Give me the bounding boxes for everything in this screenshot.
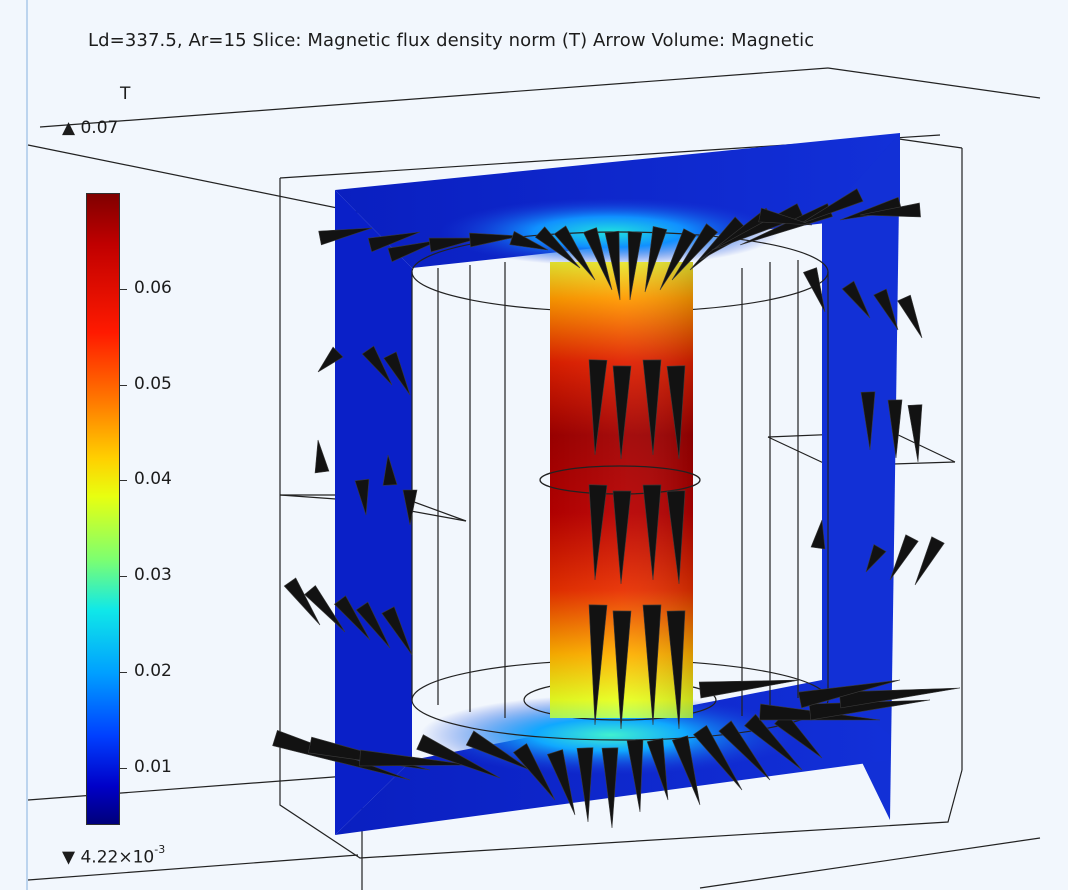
flux-arrow — [314, 439, 330, 474]
flux-arrow — [359, 749, 471, 767]
flux-arrow — [646, 737, 669, 801]
colorbar-min-exponent: -3 — [154, 843, 166, 856]
flux-arrow — [367, 231, 421, 253]
flux-arrow — [744, 713, 803, 771]
flux-arrow — [546, 749, 576, 816]
colorbar-tick — [119, 288, 127, 290]
colorbar-tick-label: 0.06 — [134, 277, 172, 298]
flux-arrow — [601, 747, 619, 829]
flux-arrow — [642, 604, 662, 726]
flux-arrow — [693, 724, 743, 791]
colorbar-tick — [119, 576, 127, 578]
flux-arrow — [666, 365, 686, 460]
flux-arrow — [626, 739, 644, 813]
flux-arrow — [588, 484, 608, 581]
flux-arrow — [642, 359, 662, 456]
flux-arrow — [318, 227, 373, 246]
flux-arrow — [798, 679, 901, 709]
flux-arrow — [509, 230, 549, 251]
flux-arrow — [283, 577, 321, 626]
colorbar-tick — [119, 480, 127, 482]
flux-arrow — [604, 230, 621, 301]
flux-arrow — [465, 730, 531, 771]
colorbar-min-label: ▼ 4.22×10-3 — [62, 843, 166, 868]
flux-arrow — [914, 536, 945, 586]
colorbar-unit: T — [120, 84, 131, 104]
colorbar-tick-label: 0.03 — [134, 565, 172, 586]
flux-arrow — [588, 359, 608, 456]
flux-arrow — [897, 294, 923, 339]
colorbar-max-label: ▲ 0.07 — [62, 118, 119, 138]
flux-arrow — [612, 610, 632, 730]
flux-arrow — [873, 288, 899, 331]
colorbar — [86, 193, 120, 825]
coil-wireframe — [411, 231, 829, 741]
colorbar-tick-label: 0.01 — [134, 756, 172, 777]
flux-arrow — [627, 231, 643, 301]
flux-arrow — [402, 489, 418, 526]
flux-arrow — [907, 404, 923, 463]
flux-arrow — [659, 228, 697, 291]
flux-arrow — [553, 225, 596, 281]
flux-arrow — [671, 223, 718, 281]
flux-arrow — [382, 454, 398, 486]
flux-arrow — [534, 226, 581, 269]
colorbar-tick-label: 0.02 — [134, 660, 172, 681]
flux-arrow — [799, 188, 864, 225]
bottom-flux-glow — [420, 695, 800, 775]
flux-arrow — [810, 519, 826, 550]
flux-arrow — [865, 544, 887, 573]
flux-arrow — [859, 202, 921, 218]
flux-arrow — [841, 280, 871, 319]
plot-title: Ld=337.5, Ar=15 Slice: Magnetic flux den… — [88, 30, 815, 51]
flux-arrow — [838, 687, 961, 709]
flux-arrow — [588, 604, 608, 726]
flux-arrow — [642, 484, 662, 581]
flux-arrow — [304, 585, 346, 633]
colorbar-tick-label: 0.05 — [134, 373, 172, 394]
flux-arrow — [355, 601, 391, 649]
yoke-left-leg — [335, 190, 412, 835]
flux-arrows — [272, 188, 961, 829]
flux-arrow — [666, 490, 686, 585]
flux-arrow — [381, 606, 413, 656]
flux-arrow — [361, 345, 393, 386]
colorbar-tick-label: 0.04 — [134, 469, 172, 490]
viewport-left-border — [26, 0, 28, 890]
flux-arrow — [469, 232, 521, 248]
colorbar-tick — [119, 767, 127, 769]
flux-arrow — [512, 743, 556, 801]
colorbar-tick — [119, 671, 127, 673]
colorbar-min-base: ▼ 4.22×10 — [62, 847, 155, 868]
flux-arrow — [317, 346, 344, 373]
flux-arrow — [583, 227, 613, 291]
flux-arrow — [416, 734, 501, 779]
flux-arrow — [671, 735, 701, 806]
flux-arrow — [612, 490, 632, 585]
flux-arrow — [354, 478, 370, 516]
flux-arrow — [718, 720, 771, 781]
colorbar-tick — [119, 384, 127, 386]
flux-arrow — [860, 391, 876, 451]
flux-arrow — [887, 399, 903, 459]
flux-arrow — [698, 679, 801, 699]
flux-arrow — [383, 351, 411, 396]
flux-arrow — [387, 239, 441, 263]
flux-arrow — [802, 267, 826, 313]
flux-arrow — [333, 595, 371, 641]
flux-arrow — [576, 747, 594, 823]
flux-arrow — [428, 237, 481, 253]
flux-arrow — [644, 226, 668, 293]
flux-arrow — [612, 365, 632, 460]
flux-arrow — [889, 534, 919, 581]
flux-arrow — [758, 207, 813, 226]
flux-arrow — [666, 610, 686, 730]
